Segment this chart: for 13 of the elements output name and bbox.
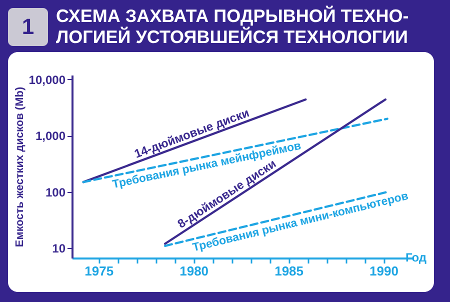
- x-tick-label: 1990: [370, 264, 398, 278]
- y-axis-title: Емкость жестких дисков (Mb): [14, 86, 26, 248]
- x-tick-label: 1985: [274, 264, 304, 278]
- x-tick-label: 1980: [180, 264, 209, 278]
- x-tick-label: 1975: [84, 264, 114, 278]
- text: ЛОГИЕЙ УСТОЯВШЕЙСЯ ТЕХНОЛОГИИ: [56, 27, 408, 47]
- y-tick-label: 1,000: [35, 129, 66, 144]
- y-tick-label: 10,000: [28, 72, 66, 87]
- y-tick-label: 10: [52, 242, 66, 256]
- text: СХЕМА ЗАХВАТА ПОДРЫВНОЙ ТЕХНО-: [56, 6, 409, 26]
- y-tick-label: 100: [45, 185, 66, 200]
- text: 1: [22, 14, 34, 39]
- x-axis-title: Год: [406, 250, 427, 264]
